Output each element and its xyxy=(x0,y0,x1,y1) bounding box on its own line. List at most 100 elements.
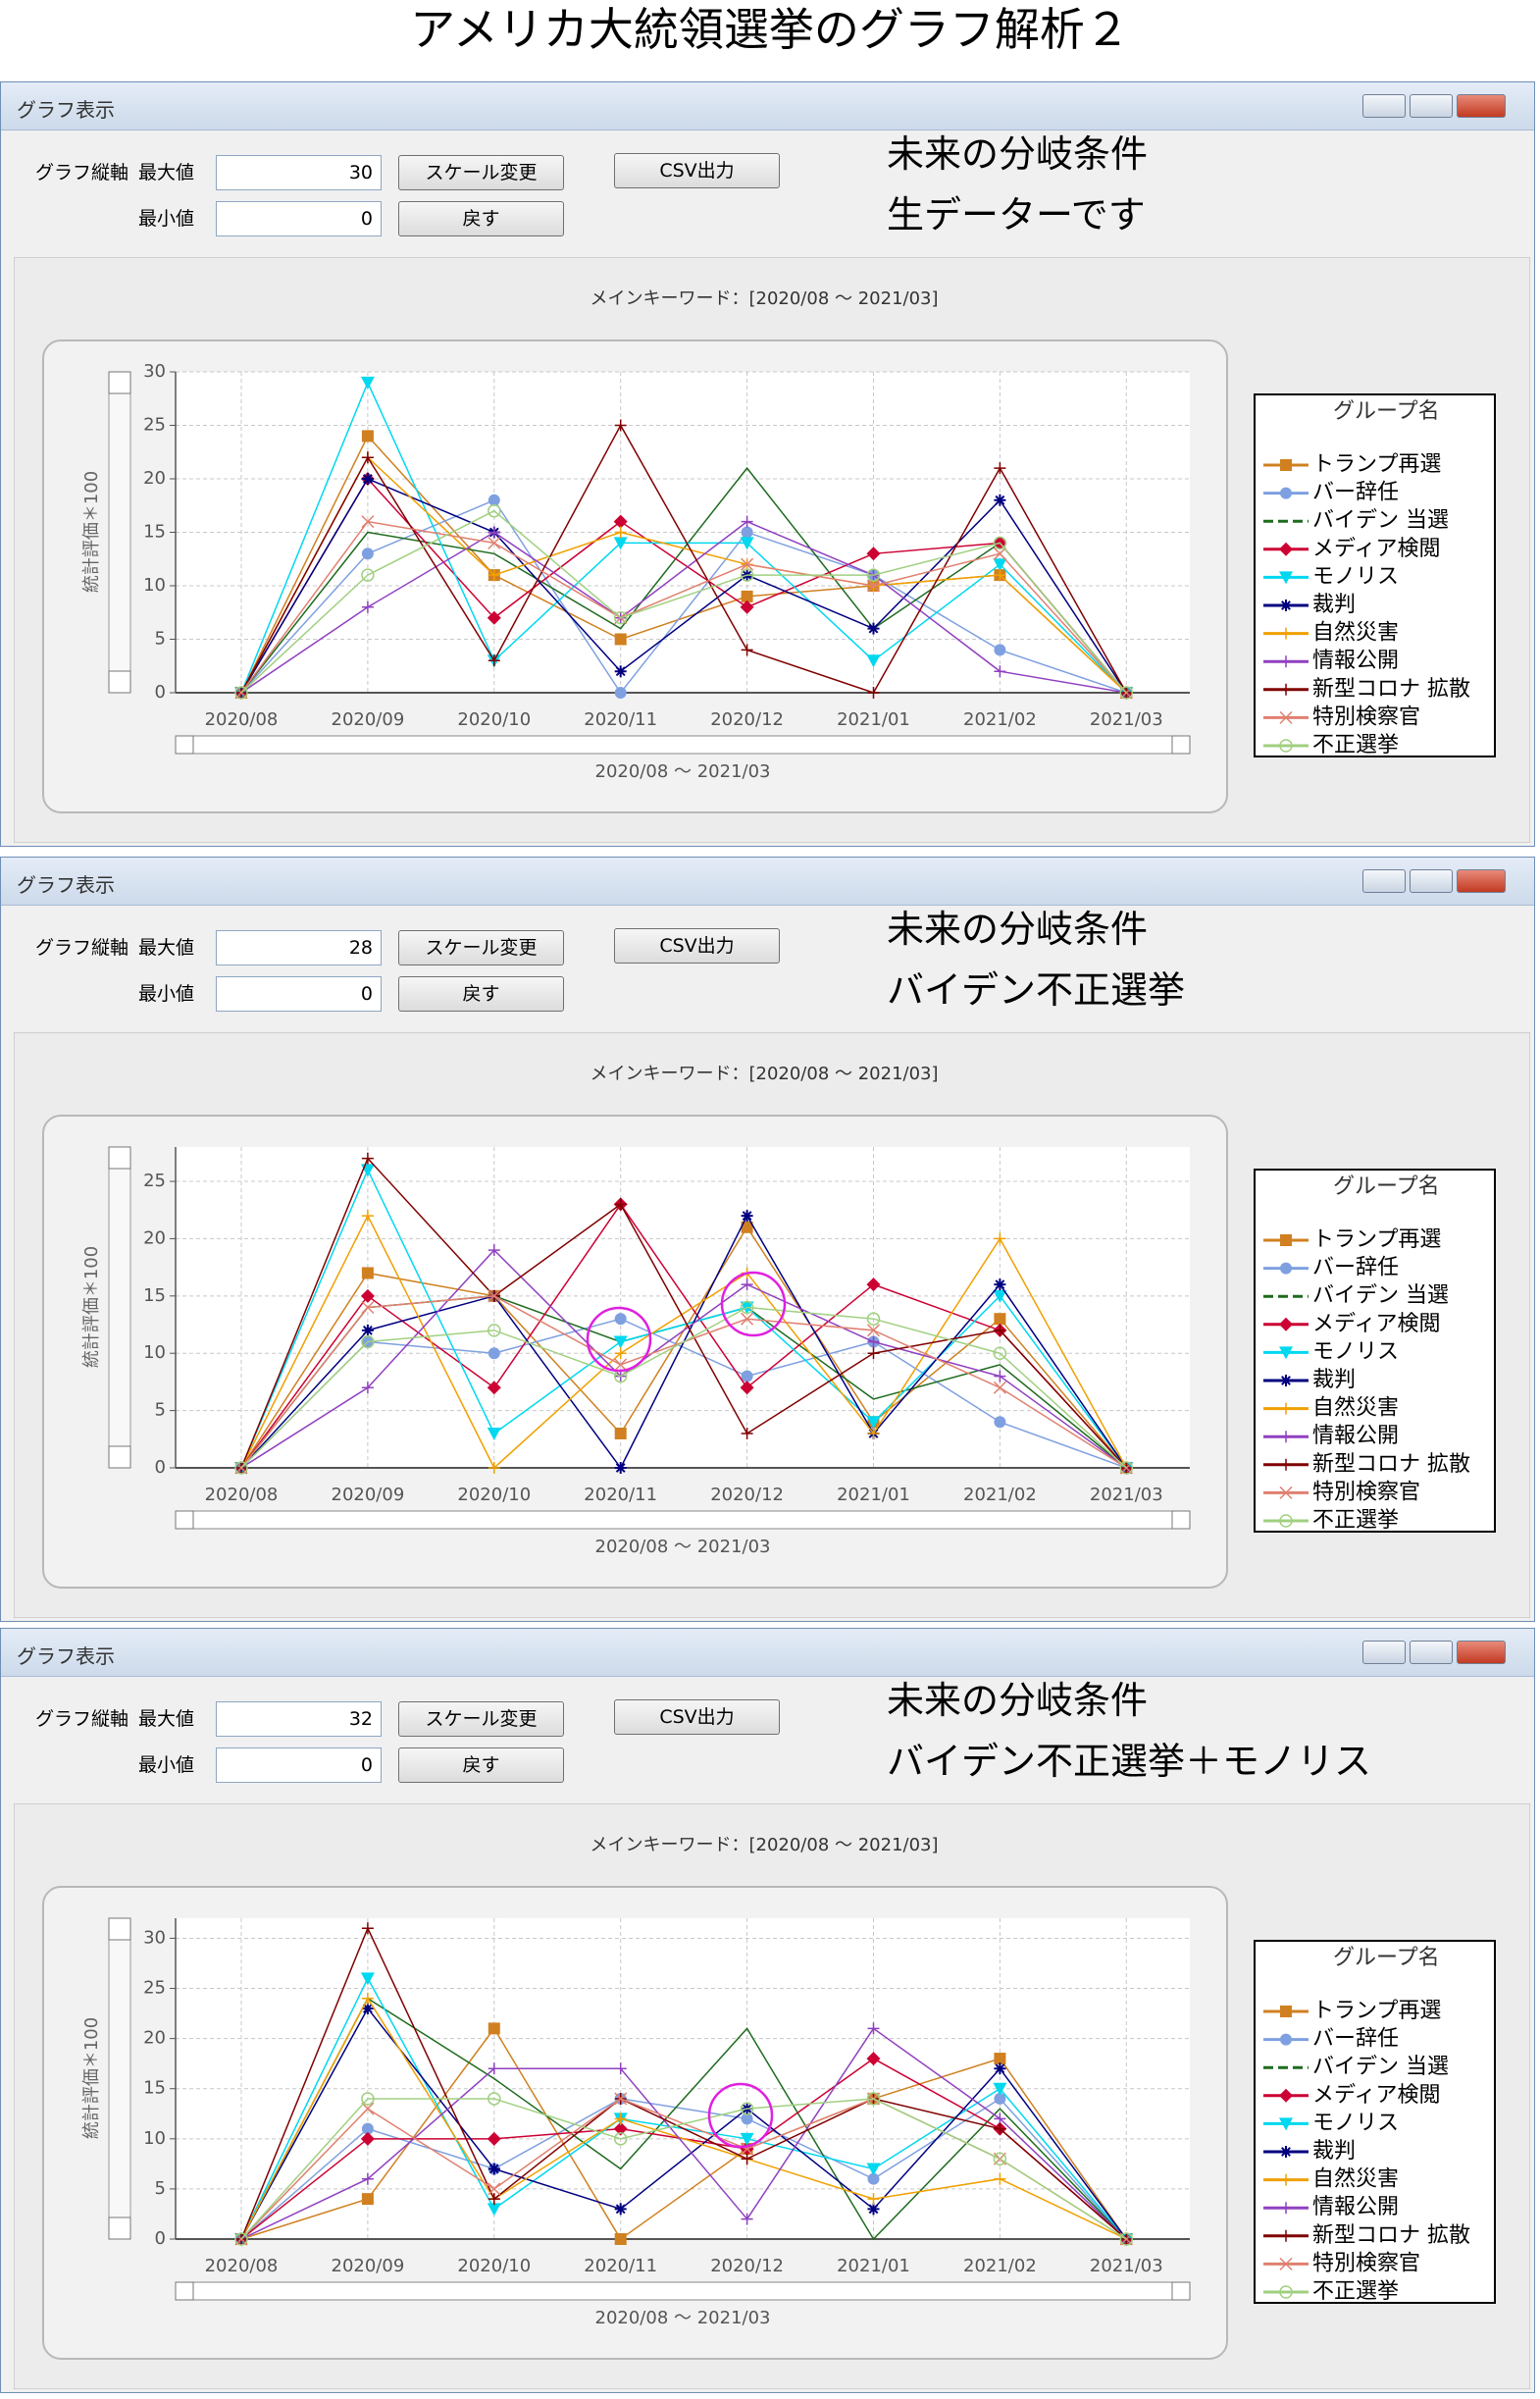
marker xyxy=(1280,627,1292,640)
marker xyxy=(488,1462,500,1474)
max-input[interactable]: 30 xyxy=(216,155,382,190)
marker xyxy=(361,1152,374,1165)
marker xyxy=(740,2132,754,2146)
marker xyxy=(614,1347,627,1360)
min-input[interactable]: 0 xyxy=(216,1747,382,1783)
marker xyxy=(1279,2117,1293,2131)
reset-button[interactable]: 戻す xyxy=(398,976,564,1012)
scale-button[interactable]: スケール変更 xyxy=(398,155,564,190)
marker xyxy=(360,1288,375,1303)
maximize-button[interactable] xyxy=(1410,1641,1453,1664)
marker xyxy=(1279,739,1293,753)
marker xyxy=(361,548,374,560)
legend-label: 情報公開 xyxy=(1312,1424,1399,1448)
chart-title: メインキーワード：[2020/08 ～ 2021/03] xyxy=(590,1835,938,1855)
min-input[interactable]: 0 xyxy=(216,976,382,1012)
chart-panel: メインキーワード：[2020/08 ～ 2021/03]統計評価＊1002020… xyxy=(14,1032,1530,1618)
marker xyxy=(614,2233,627,2245)
axis-label: グラフ縦軸 xyxy=(35,1708,129,1730)
y-tick-label: 5 xyxy=(155,1400,166,1421)
marker xyxy=(867,2172,880,2185)
marker xyxy=(488,2193,500,2206)
marker xyxy=(1279,1514,1293,1528)
y-tick-label: 15 xyxy=(143,2078,166,2099)
max-input[interactable]: 32 xyxy=(216,1701,382,1737)
chart-panel: メインキーワード：[2020/08 ～ 2021/03]統計評価＊1002020… xyxy=(14,1803,1530,2389)
marker xyxy=(487,2203,501,2216)
reset-button[interactable]: 戻す xyxy=(398,201,564,236)
x-tick-label: 2020/12 xyxy=(710,709,784,730)
marker xyxy=(993,558,1007,572)
marker xyxy=(488,2022,500,2035)
marker xyxy=(741,2153,753,2165)
marker xyxy=(1279,710,1293,724)
max-input[interactable]: 28 xyxy=(216,930,382,965)
legend-label: バー辞任 xyxy=(1312,2027,1399,2052)
marker xyxy=(361,600,374,613)
marker xyxy=(1280,2006,1292,2017)
y-tick-label: 25 xyxy=(143,1171,166,1191)
close-button[interactable] xyxy=(1457,94,1506,118)
chart-title: メインキーワード：[2020/08 ～ 2021/03] xyxy=(590,1064,938,1084)
marker xyxy=(994,494,1006,506)
v-scroll-down xyxy=(108,2216,131,2240)
marker xyxy=(1279,1317,1293,1331)
csv-button[interactable]: CSV出力 xyxy=(614,928,780,964)
marker xyxy=(488,503,501,518)
min-input[interactable]: 0 xyxy=(216,201,382,236)
scale-button[interactable]: スケール変更 xyxy=(398,930,564,965)
window-title: グラフ表示 xyxy=(17,1644,115,1668)
maximize-button[interactable] xyxy=(1410,94,1453,118)
marker xyxy=(488,536,501,549)
legend-label: 特別検察官 xyxy=(1312,1480,1420,1504)
marker xyxy=(866,547,881,561)
marker xyxy=(866,2092,881,2106)
close-button[interactable] xyxy=(1457,1641,1506,1664)
minimize-button[interactable] xyxy=(1362,94,1406,118)
marker xyxy=(741,1278,753,1291)
marker xyxy=(1280,2033,1292,2046)
legend-title: グループ名 xyxy=(1333,399,1440,424)
marker xyxy=(488,526,500,539)
v-scroll-up xyxy=(108,371,131,394)
note: 生データーです xyxy=(887,193,1146,236)
csv-button[interactable]: CSV出力 xyxy=(614,153,780,188)
y-tick-label: 10 xyxy=(143,2128,166,2149)
minimize-button[interactable] xyxy=(1362,869,1406,893)
marker xyxy=(994,2053,1006,2065)
window-title: グラフ表示 xyxy=(17,873,115,897)
marker xyxy=(488,569,500,582)
legend-label: 情報公開 xyxy=(1312,649,1399,673)
x-tick-label: 2020/11 xyxy=(584,1485,657,1505)
csv-button[interactable]: CSV出力 xyxy=(614,1699,780,1735)
legend-label: バイデン 当選 xyxy=(1312,1283,1449,1308)
marker xyxy=(614,633,627,646)
marker xyxy=(866,654,881,668)
x-tick-label: 2021/01 xyxy=(837,2256,910,2276)
legend-label: メディア検閲 xyxy=(1312,537,1440,561)
legend-label: 自然災害 xyxy=(1312,621,1399,646)
y-tick-label: 20 xyxy=(143,468,166,489)
marker xyxy=(866,568,881,582)
marker xyxy=(740,537,754,550)
x-axis-label: 2020/08 ～ 2021/03 xyxy=(595,1537,771,1557)
marker xyxy=(993,547,1006,560)
marker xyxy=(361,2002,374,2014)
legend-label: 特別検察官 xyxy=(1312,2251,1420,2275)
marker xyxy=(360,2131,375,2146)
marker xyxy=(1280,2146,1292,2158)
minimize-button[interactable] xyxy=(1362,1641,1406,1664)
marker xyxy=(741,557,754,571)
marker xyxy=(361,1382,374,1394)
close-button[interactable] xyxy=(1457,869,1506,893)
marker xyxy=(488,1244,500,1257)
maximize-button[interactable] xyxy=(1410,869,1453,893)
scale-button[interactable]: スケール変更 xyxy=(398,1701,564,1737)
marker xyxy=(994,569,1006,582)
marker xyxy=(488,2062,500,2075)
legend-label: メディア検閲 xyxy=(1312,2083,1440,2108)
x-tick-label: 2020/12 xyxy=(710,1485,784,1505)
series-line xyxy=(240,1318,1127,1469)
reset-button[interactable]: 戻す xyxy=(398,1747,564,1783)
marker xyxy=(741,2112,753,2125)
